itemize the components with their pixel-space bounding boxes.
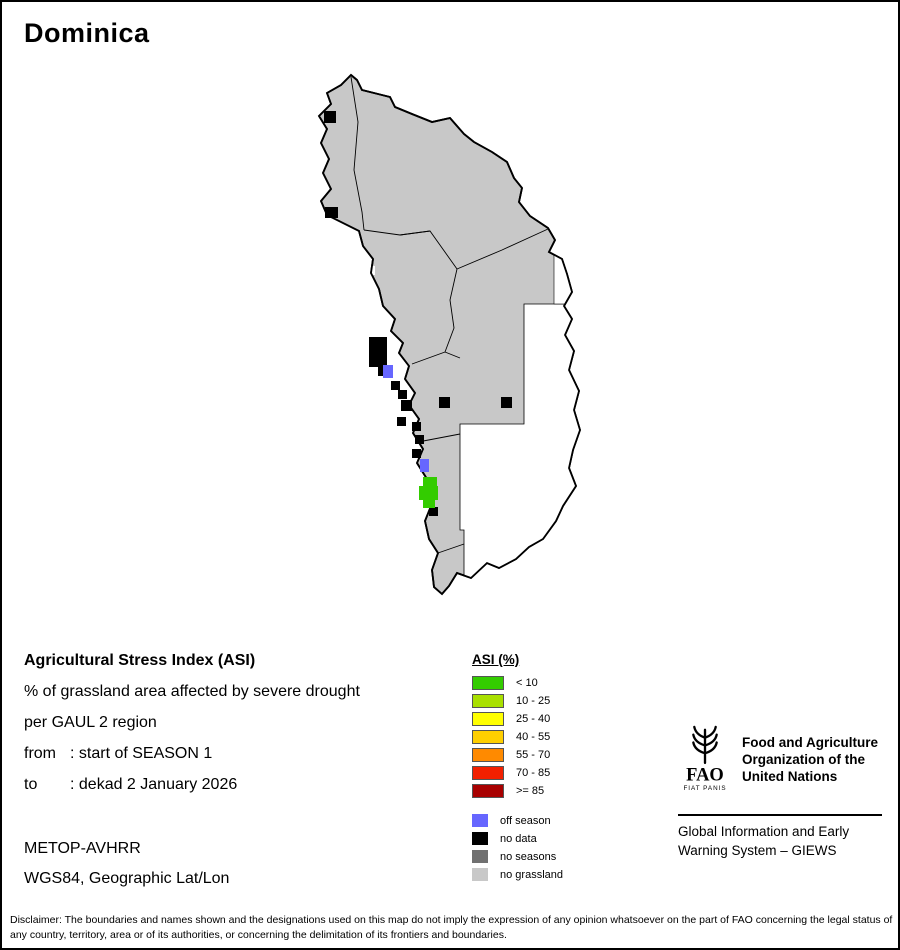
legend-row: no seasons bbox=[472, 850, 652, 863]
legend-swatch bbox=[472, 868, 488, 881]
legend-label: 70 - 85 bbox=[516, 767, 551, 779]
island-coastline bbox=[317, 73, 581, 596]
map-cell bbox=[415, 435, 424, 444]
legend-label: < 10 bbox=[516, 677, 538, 689]
sensor-name: METOP-AVHRR bbox=[24, 840, 141, 857]
legend-row: no data bbox=[472, 832, 652, 845]
legend-label: no seasons bbox=[500, 850, 557, 863]
map-cell bbox=[501, 397, 512, 408]
asi-region-level: per GAUL 2 region bbox=[24, 714, 157, 731]
legend-row: off season bbox=[472, 814, 652, 827]
fao-org-line: United Nations bbox=[742, 769, 838, 784]
map-cell bbox=[401, 400, 412, 411]
map-cell bbox=[378, 367, 387, 376]
map-cell bbox=[423, 499, 435, 508]
map-cell bbox=[397, 417, 406, 426]
map-cell bbox=[369, 337, 387, 367]
to-label: to bbox=[24, 776, 38, 793]
map-cell bbox=[325, 207, 338, 218]
map-cell bbox=[439, 397, 450, 408]
legend-row: no grassland bbox=[472, 868, 652, 881]
giews-line: Global Information and Early bbox=[678, 824, 850, 839]
fao-org-name: Food and Agriculture Organization of the… bbox=[742, 734, 878, 785]
fao-org-line: Organization of the bbox=[742, 752, 865, 767]
legend-label: no grassland bbox=[500, 868, 563, 881]
map-cell bbox=[412, 422, 421, 431]
map-cell bbox=[412, 449, 421, 458]
legend-label: 25 - 40 bbox=[516, 713, 551, 725]
legend-swatch bbox=[472, 784, 504, 798]
page-title: Dominica bbox=[24, 18, 150, 48]
map-cell bbox=[383, 365, 393, 378]
asi-from-row: from : start of SEASON 1 bbox=[24, 745, 464, 763]
to-value: : dekad 2 January 2026 bbox=[70, 776, 238, 793]
legend-label: >= 85 bbox=[516, 785, 545, 797]
legend-row: < 10 bbox=[472, 676, 652, 690]
legend-swatch bbox=[472, 748, 504, 762]
fao-divider bbox=[678, 814, 882, 816]
legend-swatch bbox=[472, 712, 504, 726]
legend-swatch bbox=[472, 832, 488, 845]
legend-class-list: < 10 10 - 25 25 - 40 40 - 55 55 - 70 70 - 85 >… bbox=[472, 676, 652, 798]
legend-row: 70 - 85 bbox=[472, 766, 652, 780]
legend-label: 40 - 55 bbox=[516, 731, 551, 743]
projection-name: WGS84, Geographic Lat/Lon bbox=[24, 870, 230, 887]
asi-info-block: Agricultural Stress Index (ASI) % of gra… bbox=[24, 652, 464, 807]
legend-label: no data bbox=[500, 832, 537, 845]
legend-title: ASI (%) bbox=[472, 652, 520, 667]
asi-heading: Agricultural Stress Index (ASI) bbox=[24, 652, 256, 669]
legend-swatch bbox=[472, 730, 504, 744]
asi-description: % of grassland area affected by severe d… bbox=[24, 683, 360, 700]
parish-boundaries bbox=[350, 76, 549, 554]
map-cell bbox=[420, 459, 429, 472]
asi-to-row: to : dekad 2 January 2026 bbox=[24, 776, 464, 794]
disclaimer-text: Disclaimer: The boundaries and names sho… bbox=[10, 914, 893, 941]
asi-raster-cells bbox=[324, 111, 512, 516]
legend-row: >= 85 bbox=[472, 784, 652, 798]
fao-logo-icon: FAO FIAT PANIS bbox=[683, 725, 726, 792]
map-cell bbox=[324, 111, 336, 123]
fao-logo-text: FAO bbox=[686, 764, 724, 784]
white-region-northeast bbox=[553, 245, 580, 305]
giews-name: Global Information and Early Warning Sys… bbox=[678, 822, 849, 860]
from-label: from bbox=[24, 745, 56, 762]
map-cell bbox=[419, 486, 438, 500]
legend-row: 25 - 40 bbox=[472, 712, 652, 726]
legend-row: 40 - 55 bbox=[472, 730, 652, 744]
legend-label: 10 - 25 bbox=[516, 695, 551, 707]
from-value: : start of SEASON 1 bbox=[70, 745, 213, 762]
legend-row: 55 - 70 bbox=[472, 748, 652, 762]
fao-org-line: Food and Agriculture bbox=[742, 735, 878, 750]
map-cell bbox=[391, 381, 400, 390]
legend-label: off season bbox=[500, 814, 551, 827]
legend-row: 10 - 25 bbox=[472, 694, 652, 708]
map-cell bbox=[398, 390, 407, 399]
legend-swatch bbox=[472, 766, 504, 780]
map-cell bbox=[423, 477, 437, 487]
legend-label: 55 - 70 bbox=[516, 749, 551, 761]
asi-legend: ASI (%) < 10 10 - 25 25 - 40 40 - 55 55 - 70… bbox=[472, 652, 652, 886]
legend-swatch bbox=[472, 676, 504, 690]
giews-line: Warning System – GIEWS bbox=[678, 843, 837, 858]
fao-logo-motto: FIAT PANIS bbox=[683, 785, 726, 792]
legend-swatch bbox=[472, 694, 504, 708]
legend-swatch bbox=[472, 814, 488, 827]
legend-extra-list: off season no data no seasons no grassland bbox=[472, 814, 652, 881]
legend-swatch bbox=[472, 850, 488, 863]
map-cell bbox=[429, 507, 438, 516]
